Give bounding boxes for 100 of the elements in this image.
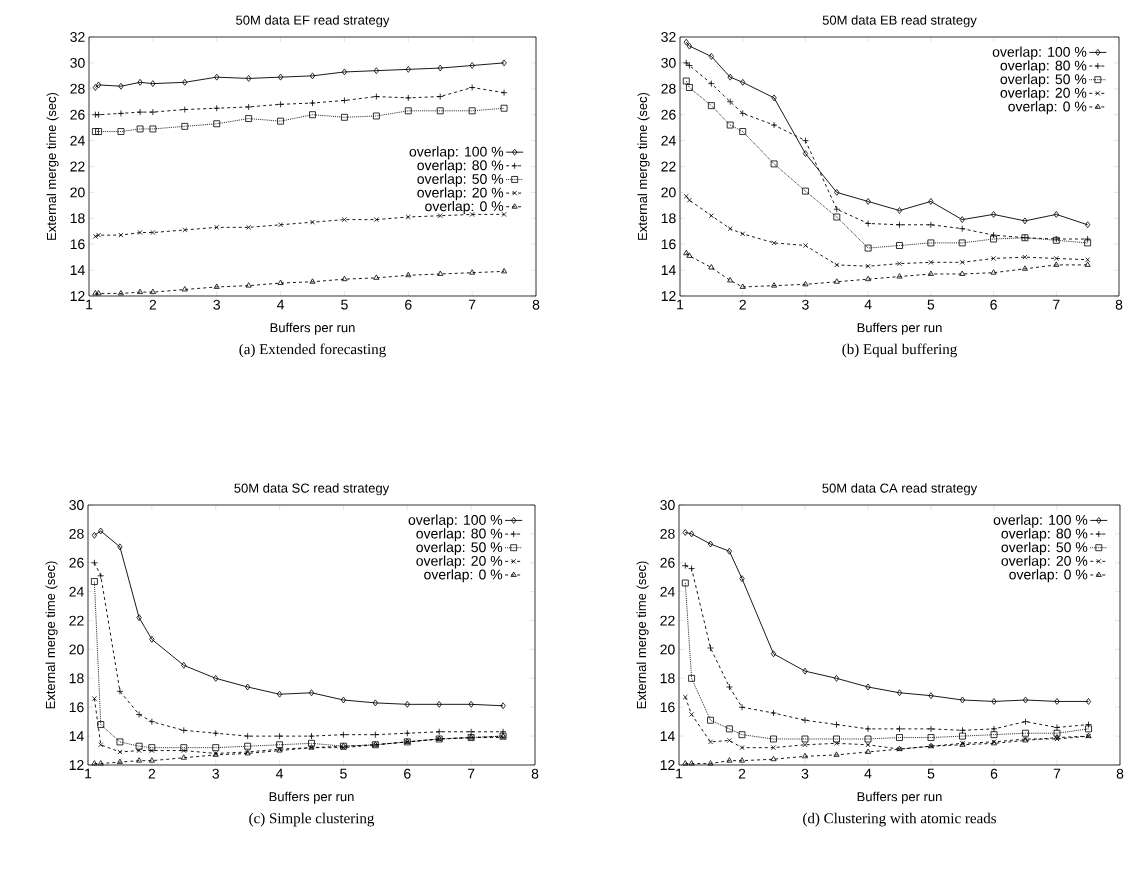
x-tick-label: 1	[677, 299, 684, 310]
x-tick-label: 5	[341, 299, 348, 310]
text: (a) Extended forecasting	[239, 343, 386, 358]
legend-label: overlap: 20 %	[1000, 87, 1087, 101]
y-tick-label: 14	[661, 265, 676, 275]
y-tick-label: 16	[69, 702, 84, 713]
x-tick-label: 3	[802, 299, 809, 310]
y-tick-label: 30	[660, 500, 675, 510]
x-tick-label: 7	[1053, 299, 1060, 310]
x-tick-label: 3	[212, 768, 219, 779]
y-tick-label: 26	[660, 557, 675, 568]
y-tick-label: 30	[70, 57, 85, 68]
legend-label: overlap: 0 %	[425, 200, 504, 214]
y-tick-label: 20	[70, 187, 85, 198]
x-tick-label: 4	[864, 768, 872, 779]
legend-label: overlap: 50 %	[1000, 73, 1087, 87]
legend-label: overlap: 50 %	[1001, 541, 1088, 555]
x-tick-label: 7	[467, 768, 475, 779]
x-tick-label: 6	[990, 768, 998, 779]
x-tick-label: 3	[801, 768, 809, 779]
x-tick-label: 4	[276, 768, 284, 779]
y-tick-label: 22	[660, 615, 675, 626]
y-tick-label: 30	[661, 57, 676, 68]
x-tick-label: 2	[148, 768, 156, 779]
y-tick-label: 18	[660, 673, 675, 684]
x-axis-title: Buffers per run	[270, 322, 355, 335]
legend-label: overlap: 0 %	[424, 569, 503, 583]
legend-label: overlap: 20 %	[417, 187, 504, 201]
y-tick-label: 24	[69, 586, 84, 597]
legend-label: overlap: 100 %	[408, 514, 503, 528]
legend-label: overlap: 0 %	[1009, 569, 1088, 583]
y-tick-label: 16	[661, 239, 676, 250]
y-tick-label: 18	[69, 673, 84, 684]
x-tick-label: 2	[149, 299, 157, 310]
y-tick-label: 26	[69, 557, 84, 568]
text: (b) Equal buffering	[842, 343, 957, 358]
text: (c) Simple clustering	[249, 812, 375, 827]
y-tick-label: 18	[70, 213, 85, 224]
x-tick-label: 2	[738, 768, 746, 779]
legend-label: overlap: 50 %	[417, 173, 504, 187]
y-tick-label: 28	[660, 528, 675, 539]
chart-title: 50M data SC read strategy	[234, 483, 390, 496]
x-tick-label: 7	[468, 299, 476, 310]
y-tick-label: 22	[70, 161, 85, 172]
x-tick-label: 8	[531, 768, 539, 779]
x-tick-label: 1	[85, 768, 92, 779]
x-tick-label: 6	[405, 299, 412, 310]
x-tick-label: 8	[532, 299, 540, 310]
x-tick-label: 5	[340, 768, 347, 779]
y-tick-label: 24	[661, 135, 676, 146]
y-tick-label: 12	[70, 291, 85, 301]
legend-label: overlap: 100 %	[993, 514, 1088, 528]
legend-label: overlap: 20 %	[1001, 555, 1088, 569]
x-tick-label: 4	[864, 299, 872, 310]
y-axis-title: External merge time (sec)	[46, 92, 59, 240]
x-axis-title: Buffers per run	[269, 791, 354, 804]
y-tick-label: 26	[70, 109, 85, 120]
text: (d) Clustering with atomic reads	[803, 812, 997, 827]
legend-label: overlap: 100 %	[409, 146, 504, 160]
y-tick-label: 16	[70, 239, 85, 250]
chart-title: 50M data EB read strategy	[822, 15, 977, 28]
x-tick-label: 6	[404, 768, 411, 779]
x-tick-label: 5	[927, 299, 935, 310]
x-tick-label: 6	[990, 299, 997, 310]
x-tick-label: 2	[739, 299, 746, 310]
legend-label: overlap: 80 %	[417, 159, 504, 174]
y-axis-title: External merge time (sec)	[636, 561, 649, 709]
legend-label: overlap: 80 %	[1001, 528, 1088, 542]
x-tick-label: 1	[676, 768, 683, 779]
y-tick-label: 18	[661, 213, 676, 224]
y-tick-label: 14	[69, 731, 84, 741]
x-tick-label: 8	[1115, 299, 1123, 310]
x-axis-title: Buffers per run	[857, 791, 942, 804]
x-tick-label: 8	[1116, 768, 1124, 779]
y-tick-label: 22	[661, 161, 676, 172]
legend-label: overlap: 80 %	[1000, 60, 1087, 74]
legend-label: overlap: 0 %	[1008, 101, 1087, 115]
x-tick-label: 7	[1053, 768, 1061, 779]
x-tick-label: 3	[213, 299, 220, 310]
y-tick-label: 12	[660, 760, 675, 770]
y-tick-label: 22	[69, 615, 84, 626]
legend-label: overlap: 20 %	[416, 555, 503, 569]
x-tick-label: 5	[927, 768, 935, 779]
y-tick-label: 20	[660, 644, 675, 655]
legend-label: overlap: 80 %	[416, 528, 503, 542]
y-tick-label: 32	[70, 32, 85, 42]
chart-title: 50M data EF read strategy	[236, 15, 390, 28]
legend-label: overlap: 100 %	[992, 46, 1087, 60]
y-tick-label: 24	[70, 135, 85, 146]
y-tick-label: 16	[660, 702, 675, 713]
y-tick-label: 24	[660, 586, 675, 597]
y-axis-title: External merge time (sec)	[45, 561, 58, 709]
y-tick-label: 32	[661, 32, 676, 42]
y-tick-label: 30	[69, 500, 84, 510]
x-tick-label: 1	[86, 299, 93, 310]
y-tick-label: 14	[660, 731, 675, 741]
x-axis-title: Buffers per run	[857, 322, 942, 335]
y-tick-label: 20	[69, 644, 84, 655]
legend-label: overlap: 50 %	[416, 541, 503, 555]
y-tick-label: 28	[69, 528, 84, 539]
